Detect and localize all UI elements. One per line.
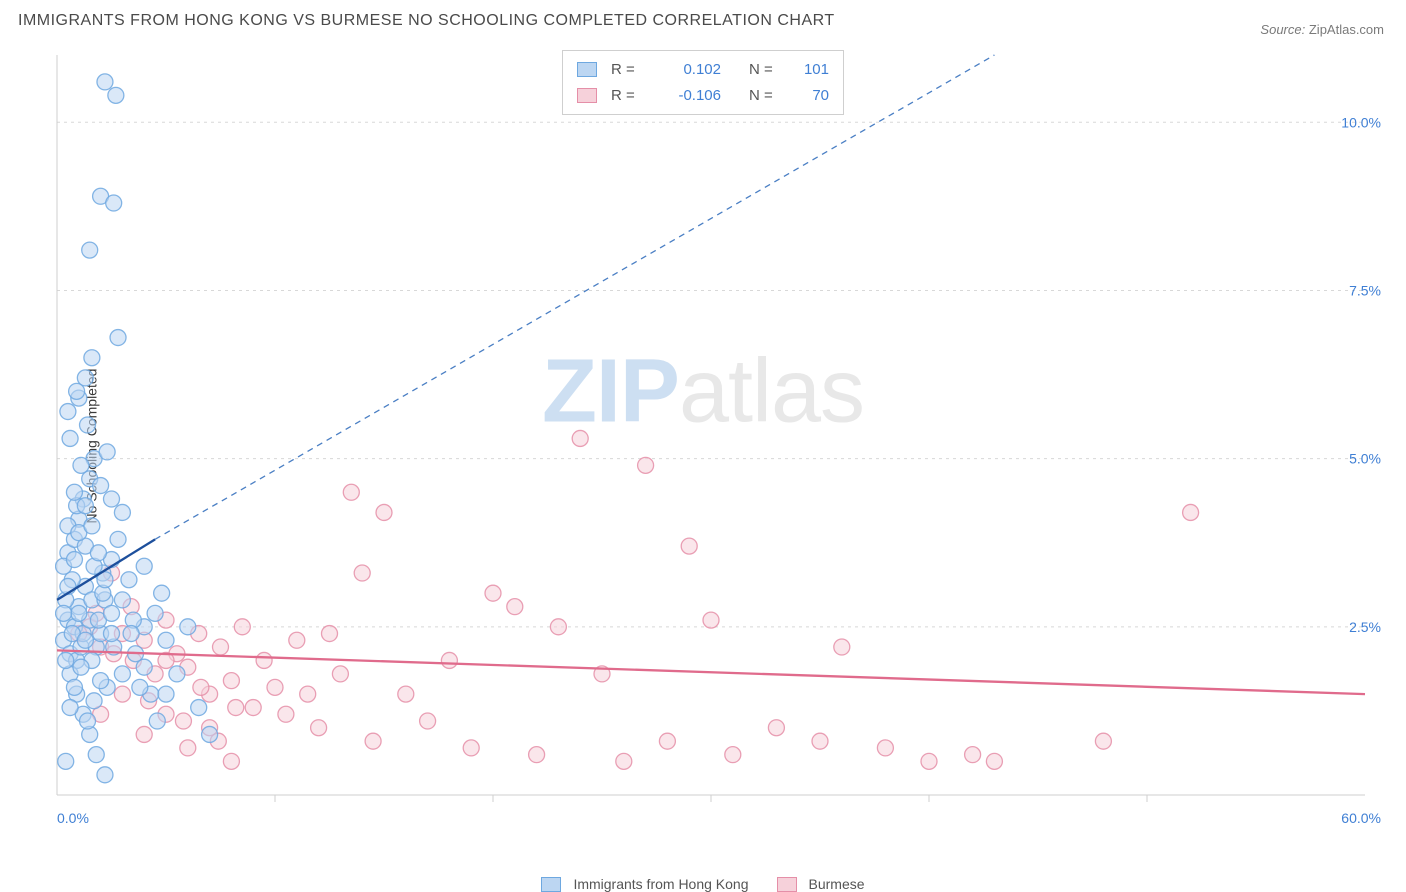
n-value-bm: 70 [789,83,829,109]
swatch-hk [577,62,597,77]
stats-row-hk: R = 0.102 N = 101 [577,57,829,83]
chart-title: IMMIGRANTS FROM HONG KONG VS BURMESE NO … [18,12,835,30]
n-label: N = [749,83,779,109]
bottom-legend: Immigrants from Hong Kong Burmese [0,876,1406,892]
swatch-hk [541,877,561,892]
svg-text:7.5%: 7.5% [1349,282,1381,298]
r-value-hk: 0.102 [651,57,721,83]
swatch-bm [777,877,797,892]
svg-text:5.0%: 5.0% [1349,451,1381,467]
r-label: R = [611,83,641,109]
stats-row-bm: R = -0.106 N = 70 [577,83,829,109]
legend-label-bm: Burmese [809,876,865,892]
r-value-bm: -0.106 [651,83,721,109]
stats-legend: R = 0.102 N = 101 R = -0.106 N = 70 [562,50,844,115]
source-attribution: Source: ZipAtlas.com [1260,22,1384,37]
svg-text:0.0%: 0.0% [57,810,89,826]
source-label: Source: [1260,22,1305,37]
svg-text:10.0%: 10.0% [1341,114,1381,130]
source-value: ZipAtlas.com [1309,22,1384,37]
r-label: R = [611,57,641,83]
n-label: N = [749,57,779,83]
legend-label-hk: Immigrants from Hong Kong [573,876,748,892]
chart-area: 2.5% 5.0% 7.5% 10.0% 0.0% 60.0% [55,45,1385,835]
svg-text:60.0%: 60.0% [1341,810,1381,826]
scatter-chart: 2.5% 5.0% 7.5% 10.0% 0.0% 60.0% [55,45,1385,835]
legend-item-bm: Burmese [777,876,865,892]
svg-text:2.5%: 2.5% [1349,619,1381,635]
legend-item-hk: Immigrants from Hong Kong [541,876,748,892]
n-value-hk: 101 [789,57,829,83]
swatch-bm [577,88,597,103]
